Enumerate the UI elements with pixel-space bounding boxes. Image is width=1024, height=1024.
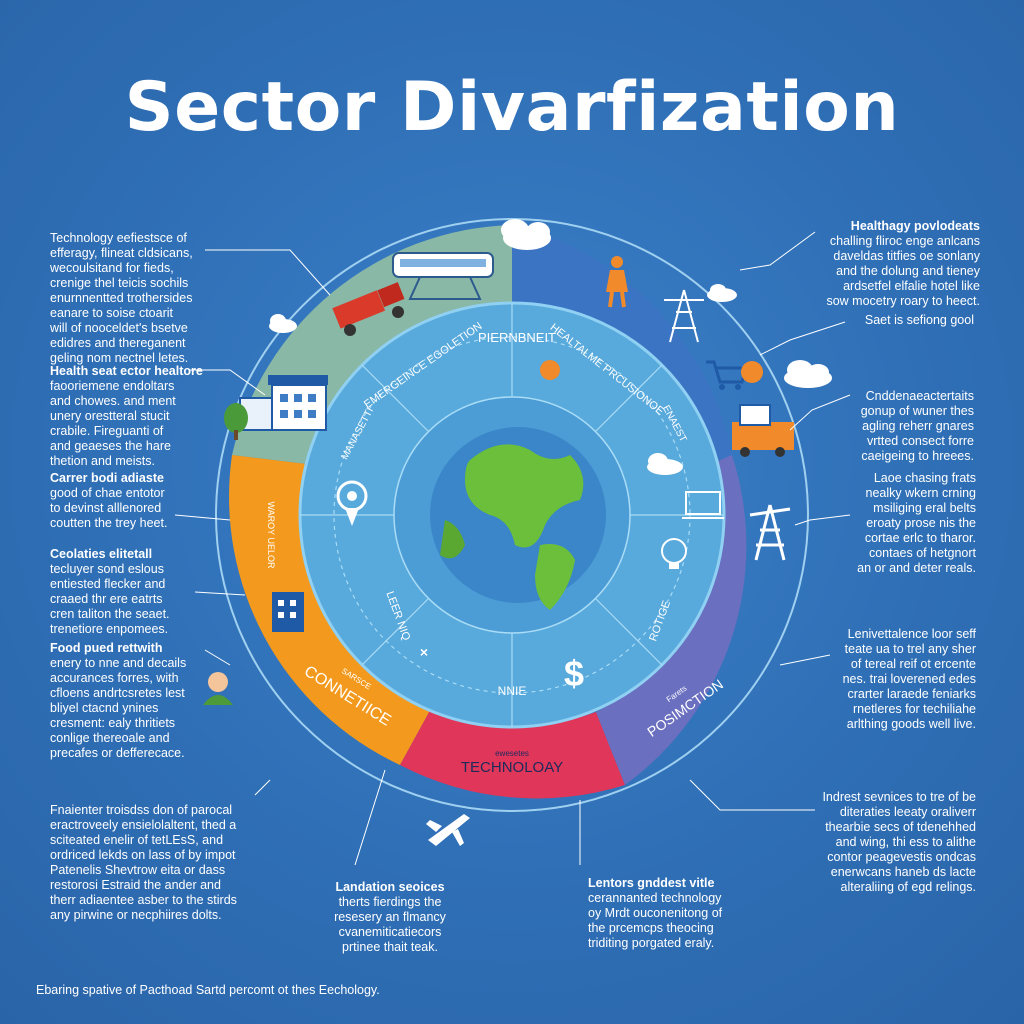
connector-lines	[174, 231, 851, 866]
note-right-1: Healthagy povlodeats challing fliroc eng…	[826, 219, 980, 308]
factory-icon	[239, 375, 328, 431]
segment-purple	[596, 455, 747, 785]
label-middle-bottom: NNIE	[498, 684, 527, 698]
label-outer-left-vertical: WAROY UELOR	[266, 501, 276, 569]
note-right-5: Lenivettalence loor seff teate ua to tre…	[842, 627, 976, 731]
segment-blue	[512, 225, 732, 465]
svg-text:$: $	[564, 653, 584, 694]
note-right-6: Indrest sevnices to tre of be diteraties…	[822, 790, 976, 894]
note-right-2: Saet is sefiong gool	[864, 313, 974, 327]
shopping-cart-icon	[706, 360, 763, 390]
tree-icon	[224, 403, 248, 440]
x-mark-icon: ×	[420, 644, 428, 660]
globe-icon	[430, 427, 606, 610]
segment-red	[400, 705, 625, 799]
cloud-icon	[707, 284, 737, 302]
note-right-3: Cnddenaeactertaits gonup of wuner thes a…	[860, 389, 974, 463]
power-tower-icon	[664, 289, 704, 343]
laptop-icon	[682, 491, 724, 519]
cloud-icon	[647, 453, 683, 475]
label-outer-bottom-small: ewesetes	[495, 749, 529, 758]
airplane-icon	[426, 814, 470, 846]
note-bottom-2: Lentors gnddest vitle cerannanted techno…	[588, 876, 723, 950]
note-right-4: Laoe chasing frats nealky wkern crning m…	[857, 471, 976, 575]
light-bulb-icon	[661, 538, 687, 569]
cargo-truck-icon	[732, 404, 794, 457]
note-left-5: Food pued rettwith enery to nne and deca…	[50, 641, 187, 760]
cloud-icon	[269, 314, 297, 333]
location-pin-icon	[336, 480, 368, 526]
label-middle-top: PIERNBNEIT	[478, 330, 556, 345]
crane-icon	[749, 504, 791, 561]
note-left-4: Ceolaties elitetall tecluyer sond eslous…	[50, 547, 170, 636]
page-title: Sector Divarfization	[124, 68, 900, 147]
avatar-icon	[203, 672, 233, 705]
note-left-2: Health seat ector healtore faooriemene e…	[50, 364, 203, 468]
note-bottom-1: Landation seoices therts fierdings the r…	[334, 880, 446, 954]
label-outer-bottom: TECHNOLOAY	[461, 759, 563, 776]
cloud-icon	[784, 360, 832, 388]
dollar-icon: $	[564, 653, 584, 694]
person-icon	[606, 256, 628, 308]
note-left-6: Fnaienter troisdss don of parocal eractr…	[50, 803, 237, 922]
note-left-3: Carrer bodi adiaste good of chae entotor…	[50, 471, 168, 530]
train-icon	[392, 252, 494, 300]
truck-icon	[332, 282, 405, 336]
cloud-icon	[501, 219, 551, 250]
footer-caption: Ebaring spative of Pacthoad Sartd percom…	[36, 983, 380, 997]
orange-dot-icon	[540, 360, 560, 380]
building-icon	[272, 592, 304, 632]
note-left-1: Technology eefiestsce of efferagy, fline…	[50, 231, 193, 365]
